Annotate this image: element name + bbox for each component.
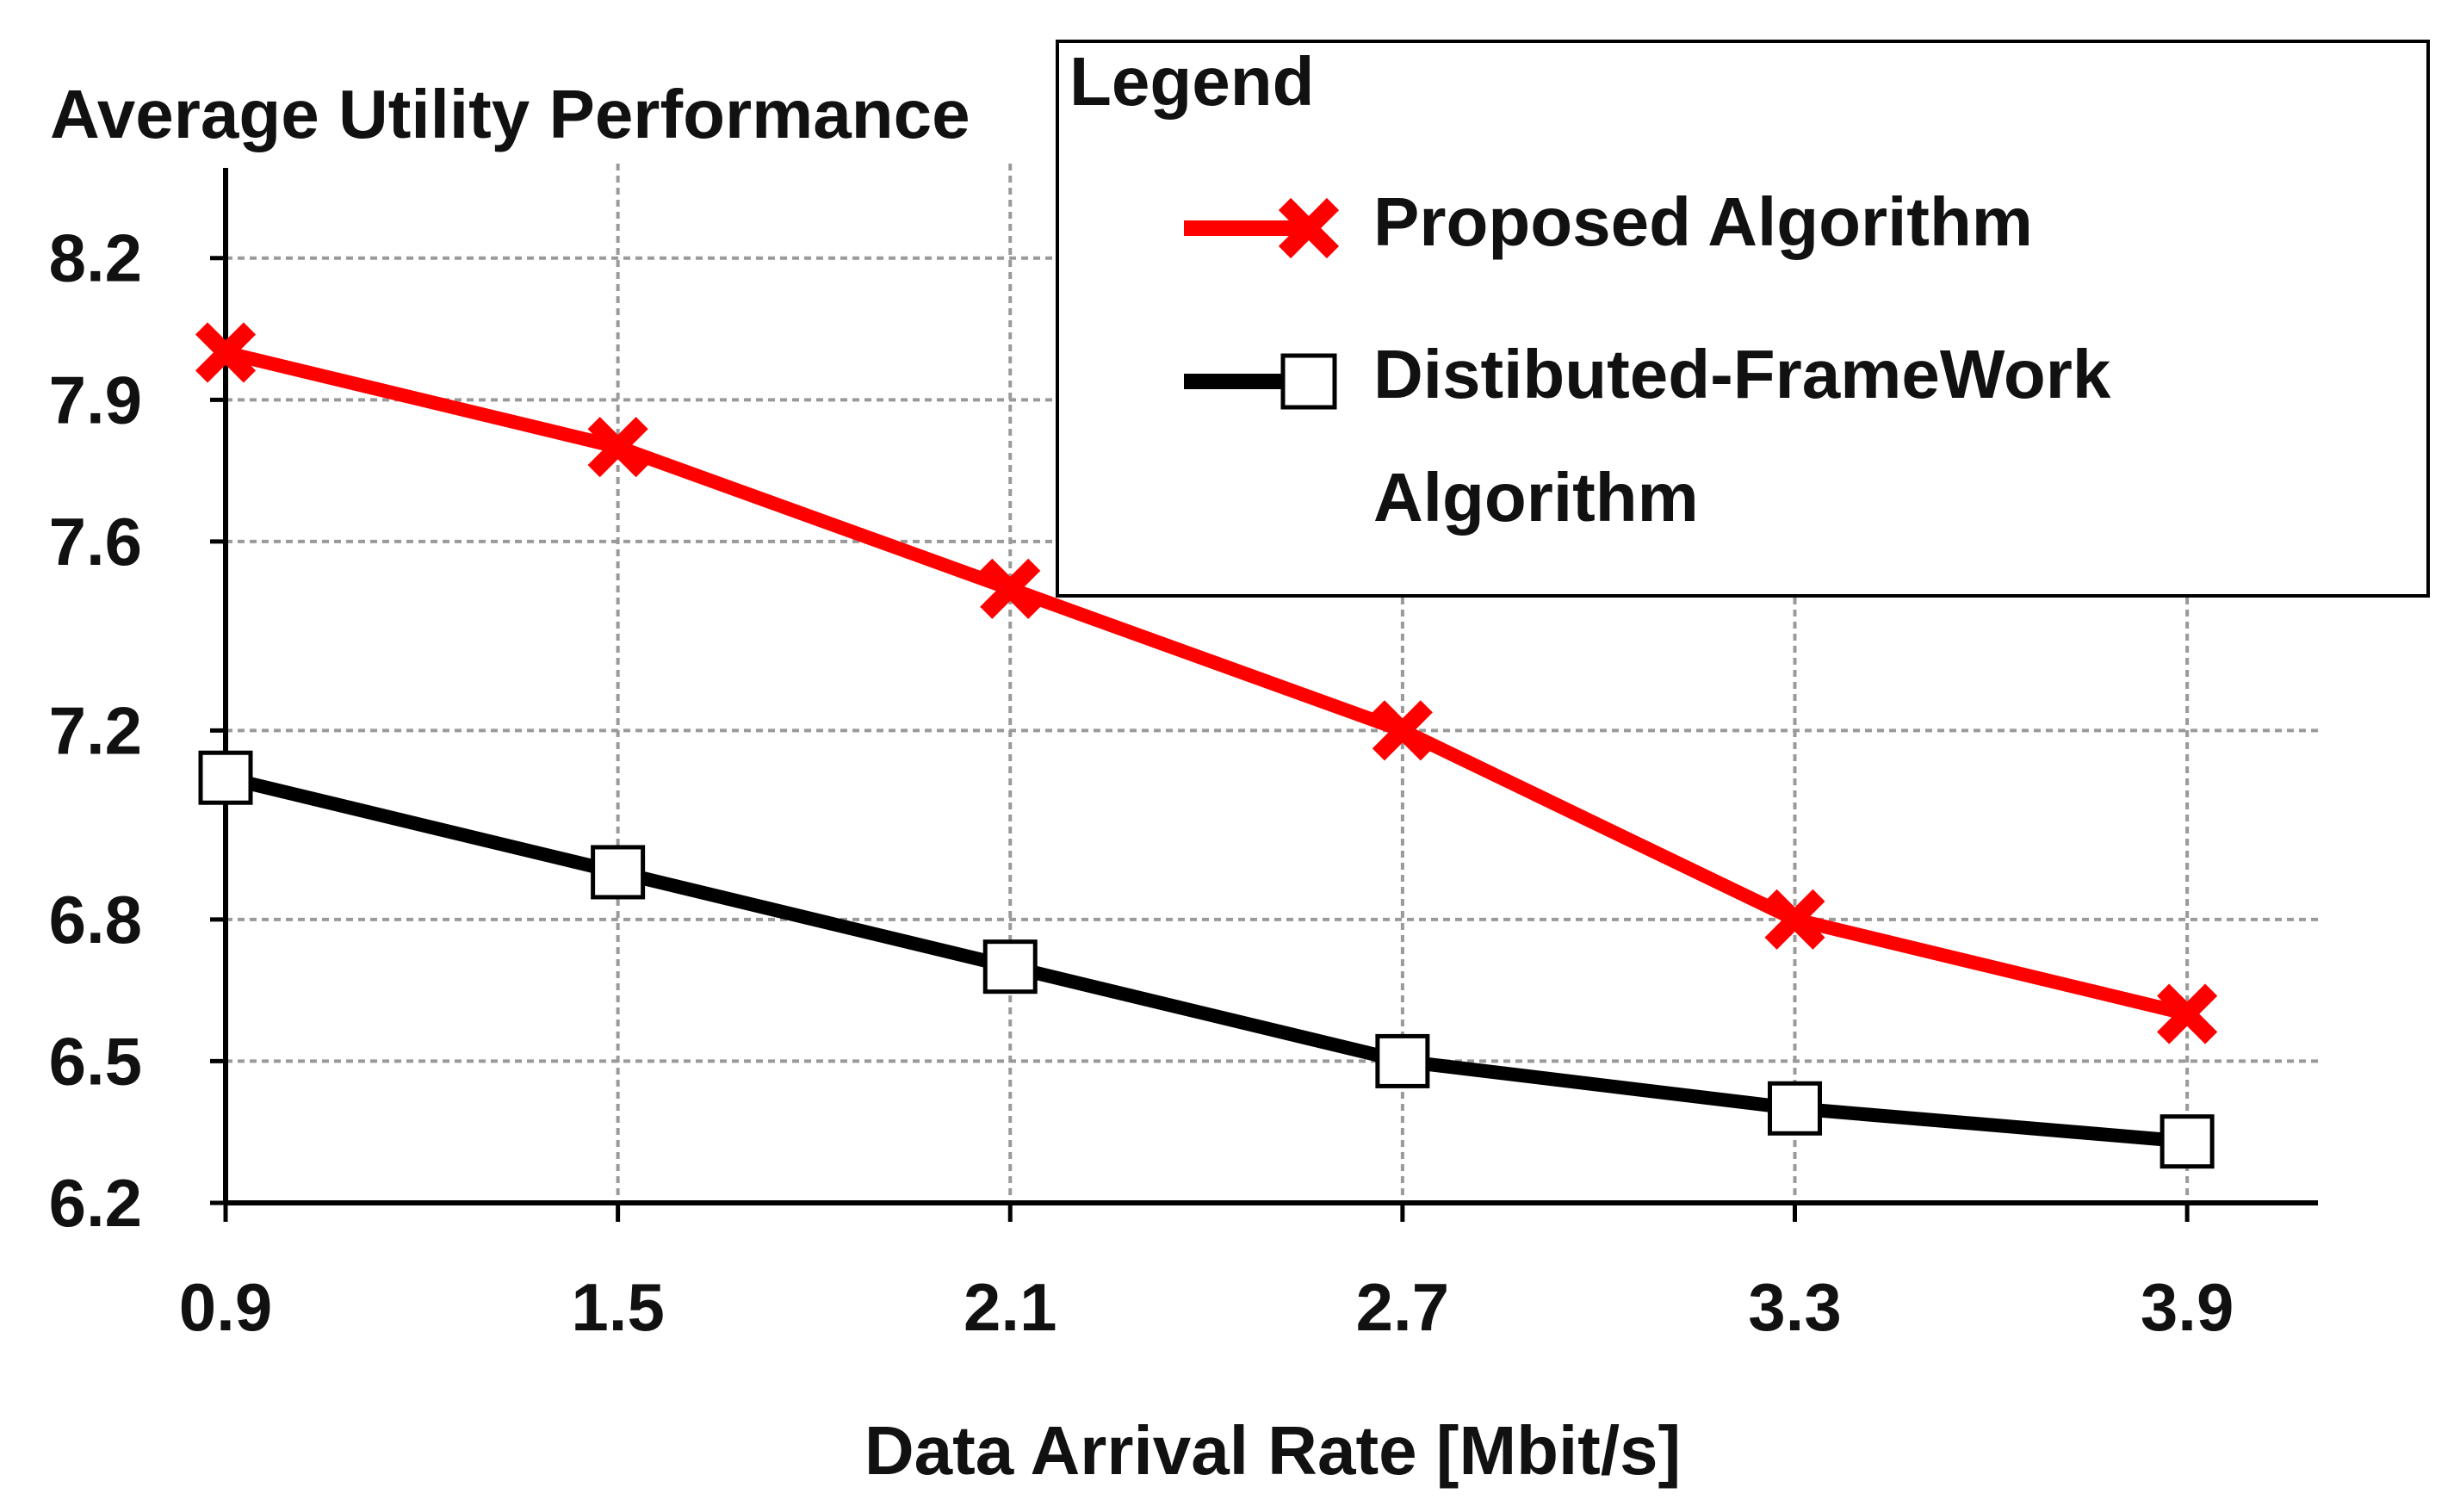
data-point-distributed-square-icon — [198, 750, 253, 805]
legend-box — [1056, 40, 2430, 598]
legend-label-proposed: Proposed Algorithm — [1373, 183, 2033, 260]
y-tick-label: 6.5 — [49, 1023, 142, 1099]
series-layer — [195, 322, 2218, 1169]
axes: 6.2 6.5 6.8 7.2 7.6 7.9 8.2 0.9 1.5 2.1 2.7 3.3 3.9 — [49, 168, 2318, 1345]
data-point-distributed-square-icon — [591, 845, 646, 900]
x-tick-label: 3.3 — [1748, 1269, 1841, 1345]
y-tick-label: 7.2 — [49, 692, 142, 768]
legend-marker-proposed-x-icon — [1278, 197, 1340, 259]
legend-title: Legend — [1069, 43, 1314, 120]
legend-label-distributed-line2: Algorithm — [1373, 459, 1699, 536]
y-tick-label: 6.2 — [49, 1165, 142, 1241]
x-tick-label: 2.7 — [1356, 1269, 1449, 1345]
x-axis-title: Data Arrival Rate [Mbit/s] — [864, 1412, 1681, 1489]
series-line-proposed — [219, 345, 2195, 1021]
data-point-proposed-x-icon — [1764, 889, 1825, 950]
y-tick-label: 7.6 — [49, 504, 142, 579]
x-tick-label: 2.1 — [964, 1269, 1056, 1345]
x-tick-label: 0.9 — [179, 1269, 272, 1345]
y-axis-title: Average Utility Performance — [50, 76, 970, 152]
y-tick-label: 7.9 — [49, 362, 142, 437]
data-point-proposed-x-icon — [587, 417, 648, 478]
legend-marker-distributed-square-icon — [1280, 353, 1337, 410]
series-line-distributed — [219, 771, 2195, 1149]
data-point-distributed-square-icon — [2159, 1114, 2215, 1169]
data-point-proposed-x-icon — [980, 558, 1041, 619]
data-point-proposed-x-icon — [2157, 983, 2218, 1044]
x-tick-label: 3.9 — [2141, 1269, 2234, 1345]
data-point-distributed-square-icon — [1375, 1033, 1430, 1088]
legend-label-distributed-line1: Distibuted-FrameWork — [1373, 336, 2111, 412]
data-point-proposed-x-icon — [195, 322, 257, 383]
y-tick-label: 6.8 — [49, 882, 142, 957]
data-point-distributed-square-icon — [1768, 1081, 1822, 1136]
x-tick-label: 1.5 — [571, 1269, 664, 1345]
legend: Legend Proposed Algorithm Distibuted-Fra… — [1056, 40, 2430, 598]
y-tick-label: 8.2 — [49, 220, 142, 296]
data-point-distributed-square-icon — [982, 939, 1038, 995]
data-point-proposed-x-icon — [1372, 700, 1433, 761]
